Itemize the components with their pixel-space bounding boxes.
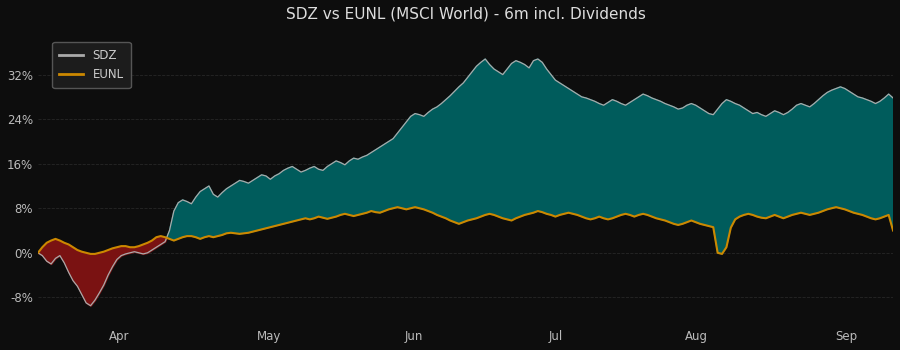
Title: SDZ vs EUNL (MSCI World) - 6m incl. Dividends: SDZ vs EUNL (MSCI World) - 6m incl. Divi… <box>285 7 645 22</box>
Legend: SDZ, EUNL: SDZ, EUNL <box>52 42 130 88</box>
